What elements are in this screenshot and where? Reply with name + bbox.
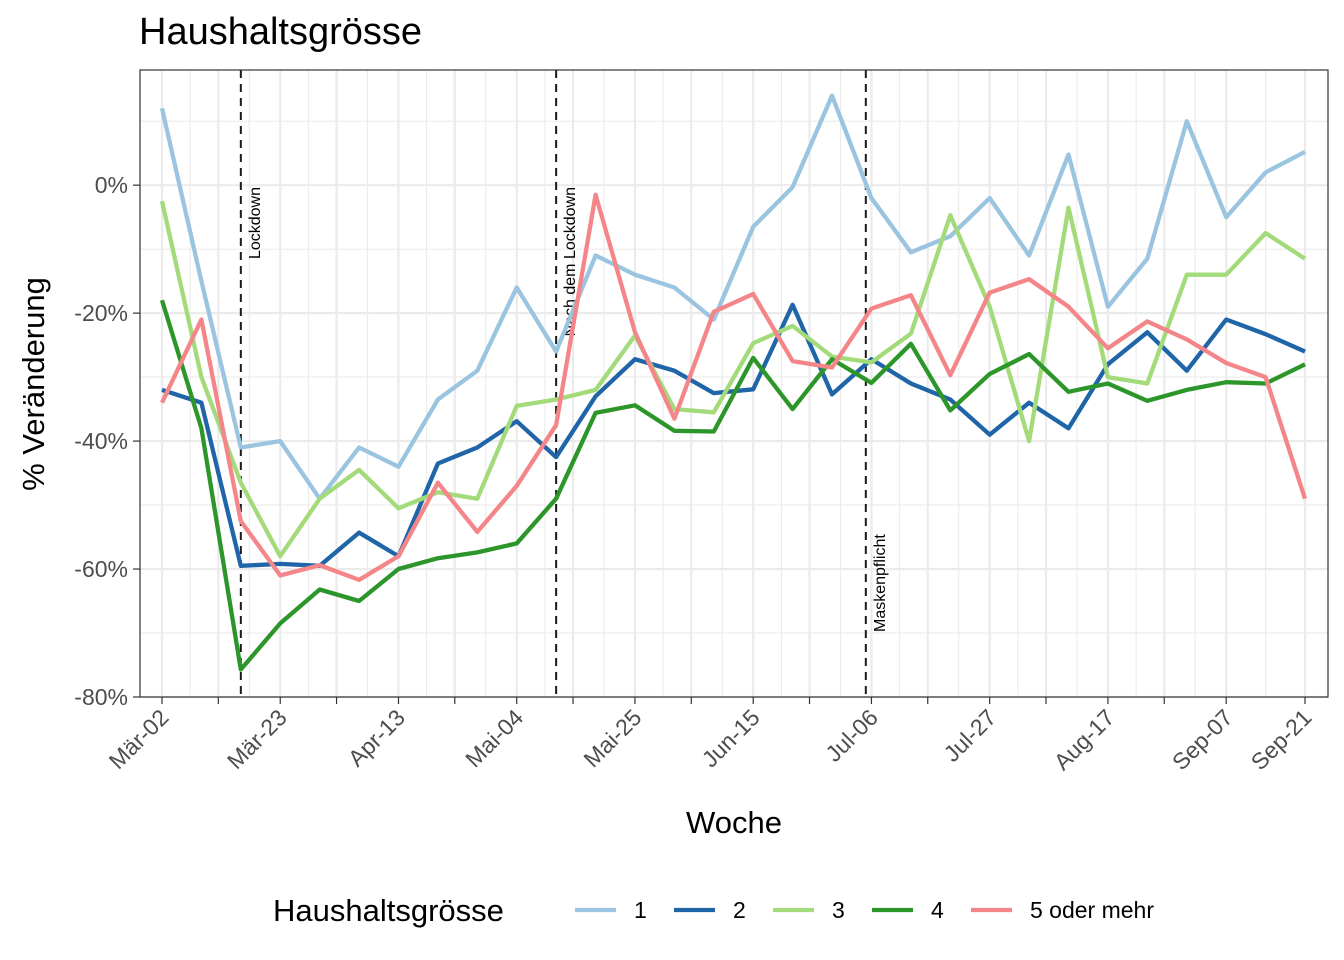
legend: Haushaltsgrösse 1 2 3 4 5 oder mehr (273, 893, 1154, 928)
x-tick-label: Aug-17 (1049, 704, 1120, 775)
y-axis: 0% -20% -40% -60% -80% (74, 172, 140, 710)
y-tick-label: 0% (95, 172, 128, 198)
x-tick-label: Sep-21 (1246, 704, 1317, 775)
x-tick-label: Apr-13 (343, 704, 410, 771)
legend-label: 3 (832, 897, 845, 923)
legend-title: Haushaltsgrösse (273, 893, 504, 928)
x-tick-label: Mai-04 (460, 704, 528, 772)
gridlines (140, 70, 1328, 699)
event-label: Maskenpflicht (872, 534, 889, 632)
x-tick-label: Jun-15 (697, 704, 765, 772)
series-line-3 (159, 200, 1307, 559)
x-tick-label: Sep-07 (1167, 704, 1238, 775)
x-axis: Mär-02 Mär-23 Apr-13 Mai-04 Mai-25 Jun-15 Jul-… (104, 697, 1317, 775)
y-axis-title: % Veränderung (16, 277, 51, 491)
x-tick-label: Jul-27 (939, 704, 1002, 767)
x-tick-label: Mär-02 (104, 704, 174, 774)
series-line-1 (159, 93, 1306, 501)
event-label: Lockdown (247, 187, 264, 259)
x-tick-label: Mär-23 (222, 704, 292, 774)
plot-panel-border (139, 69, 1329, 698)
chart-title: Haushaltsgrösse (139, 11, 422, 53)
y-tick-label: -40% (74, 428, 128, 454)
legend-label: 1 (634, 897, 647, 923)
legend-label: 5 oder mehr (1030, 897, 1154, 923)
x-axis-title: Woche (686, 805, 782, 840)
series-lines (159, 93, 1308, 672)
event-markers: Lockdown Nach dem Lockdown Maskenpflicht (239, 70, 889, 697)
y-tick-label: -80% (74, 684, 128, 710)
x-tick-label: Mai-25 (578, 704, 646, 772)
event-label: Nach dem Lockdown (562, 187, 579, 336)
legend-label: 2 (733, 897, 746, 923)
x-tick-label: Jul-06 (820, 704, 883, 767)
series-line-5-oder-mehr (160, 192, 1308, 583)
y-tick-label: -20% (74, 300, 128, 326)
legend-label: 4 (931, 897, 944, 923)
series-line-2 (161, 302, 1306, 568)
series-line-4 (159, 299, 1306, 672)
y-tick-label: -60% (74, 556, 128, 582)
